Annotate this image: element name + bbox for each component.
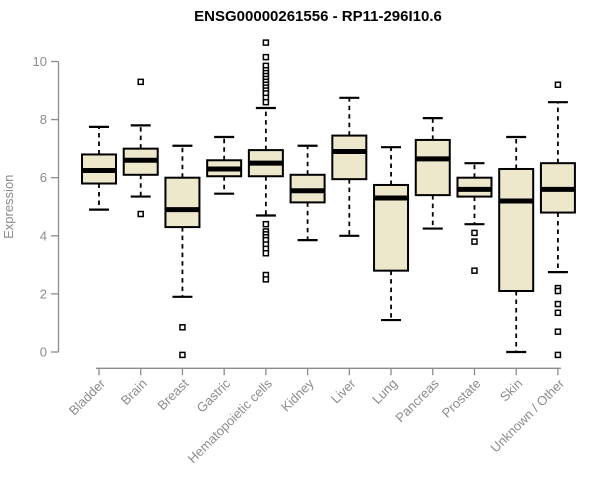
outlier-point xyxy=(179,351,186,359)
x-tick-label: Gastric xyxy=(194,375,234,415)
x-tick-label: Breast xyxy=(154,376,191,413)
x-tick-label: Unknown / Other xyxy=(487,375,567,455)
y-tick-label: 0 xyxy=(40,345,47,360)
y-axis-title: Expression xyxy=(1,175,16,239)
outlier-point xyxy=(554,300,562,308)
outlier-point xyxy=(471,267,478,274)
outlier-point xyxy=(262,98,270,106)
outlier-point xyxy=(179,324,186,331)
box-breast xyxy=(164,176,201,229)
box-skin xyxy=(498,167,535,292)
outlier-point xyxy=(554,309,562,317)
x-tick-label: Skin xyxy=(497,376,525,404)
outlier-point xyxy=(137,210,144,218)
box-pancreas xyxy=(414,138,451,197)
y-tick-label: 6 xyxy=(40,170,47,185)
x-tick-label: Lung xyxy=(369,376,400,407)
box-liver xyxy=(331,134,368,181)
x-tick-label: Brain xyxy=(118,376,150,408)
outlier-point xyxy=(554,287,562,295)
outlier-point xyxy=(471,238,478,245)
outlier-point xyxy=(262,276,270,283)
x-tick-label: Liver xyxy=(328,375,359,406)
chart-title: ENSG00000261556 - RP11-296I10.6 xyxy=(194,8,442,25)
outlier-point xyxy=(471,229,478,237)
outlier-point xyxy=(554,351,562,359)
outlier-point xyxy=(262,39,270,46)
y-tick-label: 2 xyxy=(40,286,47,301)
x-tick-label: Bladder xyxy=(66,375,109,418)
outlier-point xyxy=(262,220,270,228)
x-tick-label: Kidney xyxy=(278,375,317,414)
outlier-point xyxy=(262,53,270,61)
y-tick-label: 10 xyxy=(33,54,47,69)
y-tick-label: 4 xyxy=(40,228,47,243)
outlier-point xyxy=(554,328,562,335)
y-tick-label: 8 xyxy=(40,112,47,127)
outlier-point xyxy=(137,78,144,86)
x-tick-label: Prostate xyxy=(439,376,484,421)
outlier-point xyxy=(262,249,270,257)
x-tick-label: Pancreas xyxy=(392,375,442,425)
outlier-point xyxy=(554,81,562,88)
